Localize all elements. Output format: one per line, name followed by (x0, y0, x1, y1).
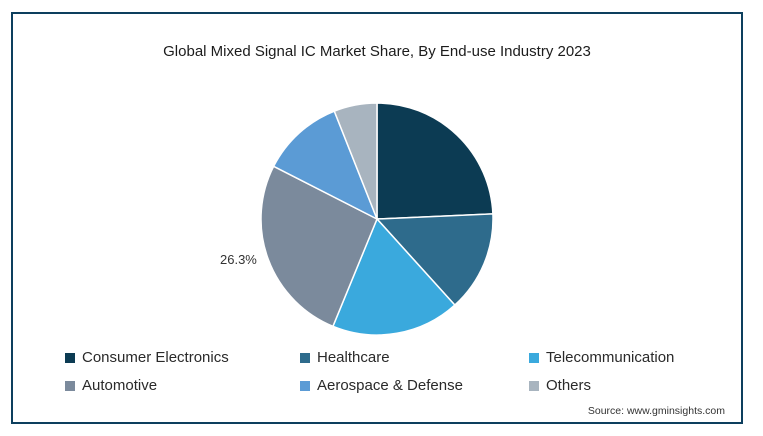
legend-item-telecommunication: Telecommunication (529, 349, 674, 366)
chart-title: Global Mixed Signal IC Market Share, By … (163, 43, 591, 60)
pie-slice-consumer-electronics (376, 102, 494, 220)
legend-item-others: Others (529, 377, 591, 394)
legend-item-automotive: Automotive (65, 377, 157, 394)
pie-slice-telecommunication (331, 217, 456, 336)
pie-slice-aerospace-defense (272, 110, 379, 221)
legend-swatch (529, 352, 539, 363)
source-note: Source: www.gminsights.com (587, 405, 725, 417)
automotive-data-label: 26.3% (220, 252, 257, 267)
legend-label: Healthcare (317, 349, 390, 366)
legend-swatch (65, 352, 75, 363)
legend-swatch (529, 380, 539, 391)
legend-item-consumer-electronics: Consumer Electronics (65, 349, 229, 366)
legend-label: Others (546, 377, 592, 394)
pie-chart (260, 102, 494, 336)
legend-label: Automotive (82, 377, 158, 394)
legend-item-aerospace-defense: Aerospace & Defense (300, 377, 463, 394)
legend-label: Consumer Electronics (82, 349, 229, 366)
pie-slice-healthcare (375, 213, 494, 307)
pie-slice-others (333, 102, 378, 220)
legend-label: Aerospace & Defense (317, 377, 463, 394)
pie-slice-automotive (260, 165, 378, 328)
legend-swatch (65, 380, 75, 391)
legend-label: Telecommunication (546, 349, 675, 366)
legend-swatch (300, 352, 310, 363)
legend-swatch (300, 380, 310, 391)
legend-item-healthcare: Healthcare (300, 349, 390, 366)
chart-frame: Global Mixed Signal IC Market Share, By … (11, 12, 743, 424)
